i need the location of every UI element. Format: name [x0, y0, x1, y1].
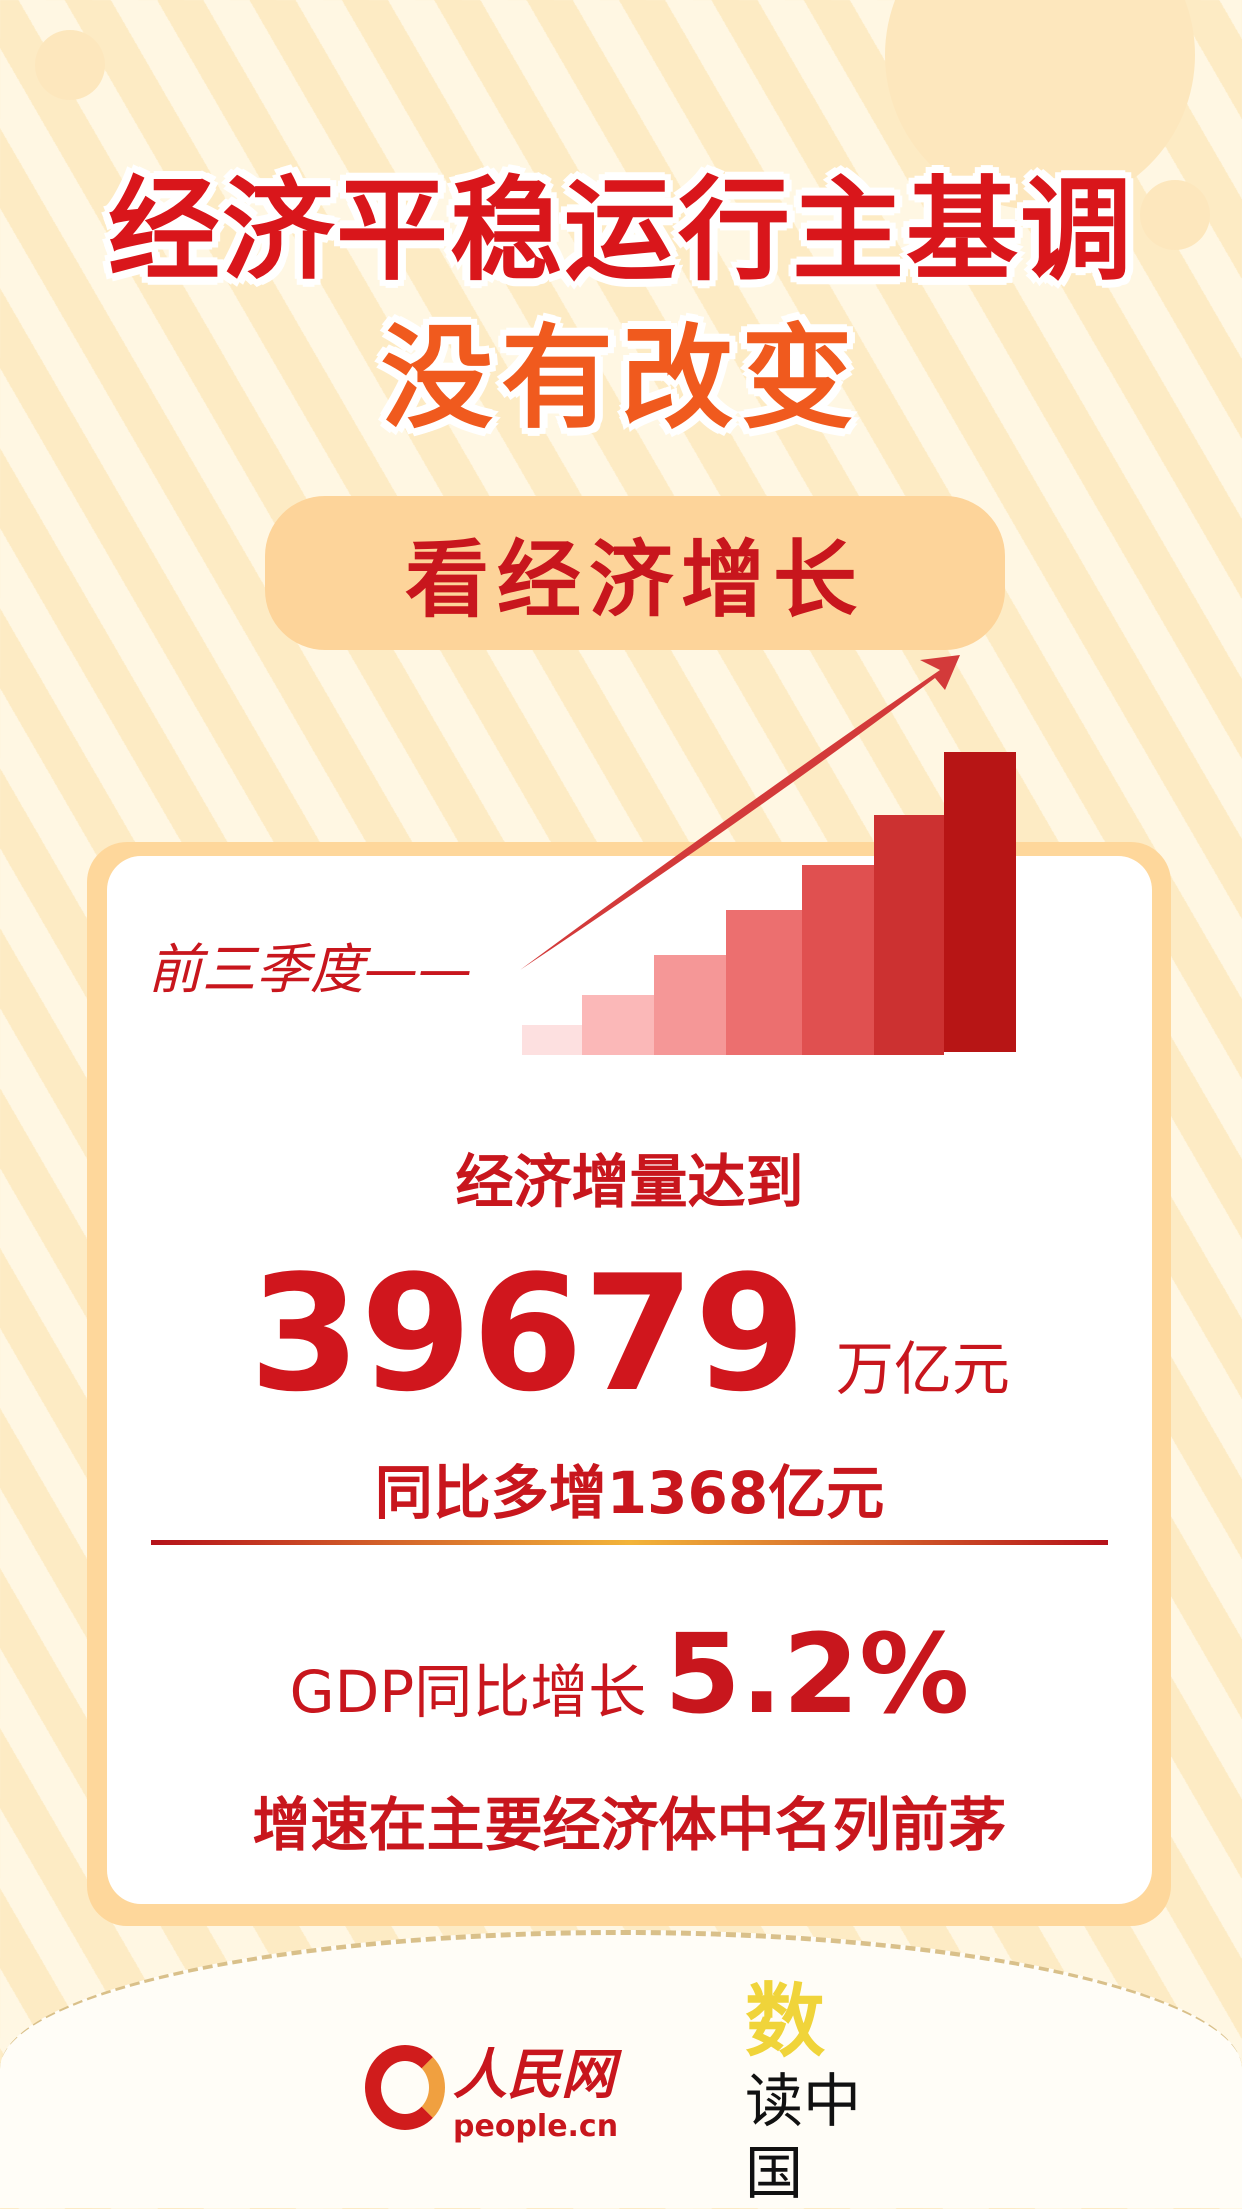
bar: [522, 1025, 582, 1055]
shudu-logo-text: 数读中国: [745, 1974, 862, 2207]
decor-circle: [35, 30, 105, 100]
period-label: 前三季度——: [148, 938, 472, 1001]
increment-unit: 万亿元: [835, 1335, 1010, 1403]
increment-value: 39679: [249, 1240, 806, 1427]
bar: [654, 955, 726, 1055]
people-logo-text: 人民网: [453, 2042, 615, 2106]
bar: [582, 995, 654, 1055]
growth-bars-graphic: [520, 655, 1016, 1055]
people-logo-domain: people.cn: [453, 2109, 619, 2144]
section-pill: 看经济增长: [265, 496, 1005, 650]
decor-wave: [0, 1930, 1242, 2208]
gdp-label: GDP同比增长: [289, 1658, 647, 1726]
title-line1: 经济平稳运行主基调: [108, 166, 1134, 296]
people-logo-icon: [365, 2044, 445, 2130]
bar: [944, 752, 1016, 1052]
increment-row: 39679 万亿元: [107, 1240, 1152, 1427]
divider: [151, 1540, 1108, 1545]
yoy-increase: 同比多增1368亿元: [374, 1459, 885, 1527]
people-logo: 人民网 people.cn: [365, 2030, 618, 2144]
gdp-row: GDP同比增长 5.2%: [107, 1610, 1152, 1738]
title-line2: 没有改变: [381, 314, 861, 444]
shudu-logo: 数读中国: [745, 1981, 895, 2207]
gdp-value: 5.2%: [664, 1610, 970, 1738]
decor-circle: [1140, 180, 1210, 250]
increment-label: 经济增量达到: [455, 1148, 804, 1216]
bar: [726, 910, 802, 1055]
bar: [874, 815, 944, 1055]
arrow-icon: [520, 655, 960, 970]
ranking-text: 增速在主要经济体中名列前茅: [252, 1791, 1007, 1859]
bar: [802, 865, 874, 1055]
